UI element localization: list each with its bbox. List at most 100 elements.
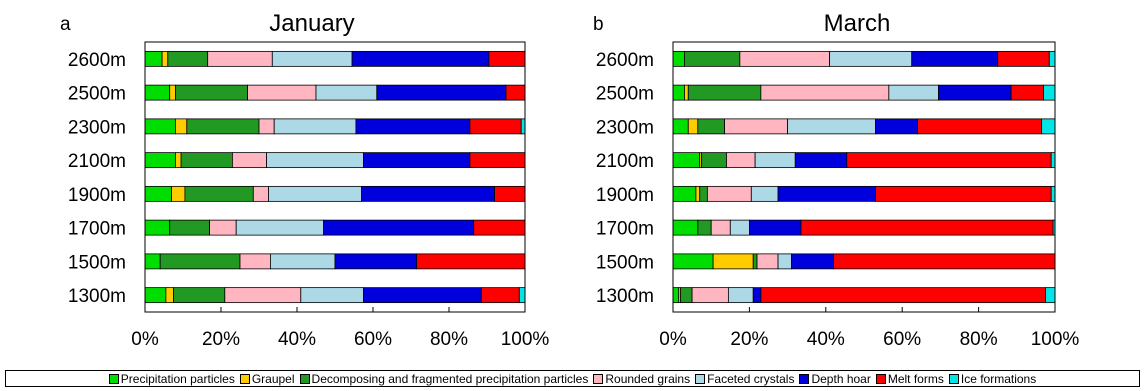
category-label: 1700m (596, 219, 654, 240)
panel-letter: b (593, 14, 604, 35)
category-label: 1900m (68, 185, 126, 206)
x-tick-label: 20% (202, 329, 240, 350)
bar-segment (729, 219, 750, 236)
category-label: 2300m (68, 117, 126, 138)
bar-segment (505, 84, 526, 101)
x-tick-label: 0% (659, 329, 687, 350)
bar-segment (829, 50, 913, 67)
bar-segment (672, 287, 680, 304)
legend-label: Rounded grains (605, 371, 691, 386)
legend-label: Ice formations (960, 371, 1037, 386)
bar-segment (247, 84, 317, 101)
bar-segment (355, 118, 471, 135)
bar-segment (315, 84, 378, 101)
x-tick-label: 100% (501, 329, 550, 350)
legend-label: Graupel (251, 371, 295, 386)
legend-item: Depth hoar (799, 372, 871, 386)
bar-segment (1043, 84, 1056, 101)
bar-segment (699, 185, 708, 202)
bar-segment (684, 84, 689, 101)
bar-segment (416, 253, 526, 270)
bar-segment (917, 118, 1043, 135)
bar-segment (672, 50, 685, 67)
legend-swatch (695, 373, 706, 384)
legend-item: Ice formations (948, 371, 1037, 386)
category-label: 1300m (68, 286, 126, 307)
bar-segment (938, 84, 1012, 101)
bar-segment (258, 118, 275, 135)
bar-segment (710, 219, 731, 236)
legend-item: Rounded grains (593, 372, 690, 386)
bar-segment (488, 50, 526, 67)
bar-segment (173, 287, 226, 304)
bar-segment (144, 287, 167, 304)
bar-segment (169, 84, 176, 101)
bar-segment (174, 84, 248, 101)
bar-segment (159, 253, 241, 270)
category-label: 2600m (68, 50, 126, 71)
legend-swatch (108, 373, 119, 384)
plot-frame (672, 41, 1056, 313)
bar-segment (787, 118, 876, 135)
bar-segment (1041, 118, 1056, 135)
bar-segment (144, 50, 163, 67)
legend-swatch (799, 373, 810, 384)
bar-segment (480, 287, 520, 304)
bar-segment (756, 253, 779, 270)
bar-segment (750, 185, 779, 202)
bar-segment (1045, 287, 1056, 304)
x-tick-label: 80% (960, 329, 998, 350)
legend-swatch (299, 373, 310, 384)
bar-segment (1048, 50, 1056, 67)
bar-segment (174, 118, 188, 135)
bar-segment (273, 118, 357, 135)
bar-segment (695, 185, 701, 202)
figure: a January 2600m 2500m 2300m 2100m 1900m 1700m 15… (60, 10, 1079, 350)
bar-segment (687, 84, 762, 101)
bar-segment (760, 84, 890, 101)
bar-segment (749, 219, 802, 236)
bar-segment (144, 185, 173, 202)
bar-segment (752, 287, 762, 304)
bar-segment (672, 253, 714, 270)
bar-segment (1010, 84, 1044, 101)
bar-segment (672, 118, 689, 135)
x-tick-label: 100% (1031, 329, 1080, 350)
legend-swatch (593, 373, 604, 384)
bar-segment (911, 50, 999, 67)
legend-item: Graupel (239, 371, 295, 386)
category-label: 2600m (596, 50, 654, 71)
x-tick-label: 20% (730, 329, 768, 350)
category-label: 2100m (68, 151, 126, 172)
bar-segment (672, 152, 701, 169)
legend-item: Melt forms (875, 371, 944, 386)
bar-segment (712, 253, 754, 270)
bar-segment (777, 253, 792, 270)
category-label: 1500m (596, 252, 654, 273)
bar-segment (268, 185, 362, 202)
bar-segment (754, 152, 796, 169)
bar-segment (144, 253, 161, 270)
bar-segment (875, 118, 918, 135)
legend-label: Faceted crystals (707, 371, 795, 386)
x-tick-label: 60% (883, 329, 921, 350)
panel-march: b March 2600m 2500m 2300m 2100m 1900m 1700m 1500… (593, 10, 1079, 350)
bar-segment (363, 287, 482, 304)
bar-segment (169, 219, 210, 236)
bar-segment (888, 84, 939, 101)
bar-segment (752, 253, 758, 270)
bar-segment (174, 152, 182, 169)
bar-segment (186, 118, 260, 135)
bar-segment (724, 118, 789, 135)
bar-segment (144, 84, 171, 101)
category-label: 1300m (596, 286, 654, 307)
panel-title: January (269, 10, 354, 37)
bar-segment (1050, 152, 1056, 169)
legend-item: Decomposing and fragmented precipitation… (299, 372, 588, 386)
legend-label: Melt forms (887, 371, 944, 386)
bar-segment (209, 219, 237, 236)
legend-item: Precipitation particles (108, 372, 235, 386)
bar-segment (361, 185, 496, 202)
bar-segment (271, 50, 353, 67)
plot-frame (144, 41, 526, 313)
